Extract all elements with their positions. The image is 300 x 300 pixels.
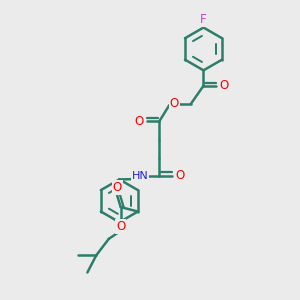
Text: O: O — [112, 181, 122, 194]
Text: O: O — [220, 79, 229, 92]
Text: O: O — [176, 169, 184, 182]
Text: O: O — [135, 115, 144, 128]
Text: HN: HN — [132, 171, 148, 181]
Text: F: F — [200, 13, 207, 26]
Text: O: O — [116, 220, 125, 233]
Text: O: O — [169, 97, 179, 110]
